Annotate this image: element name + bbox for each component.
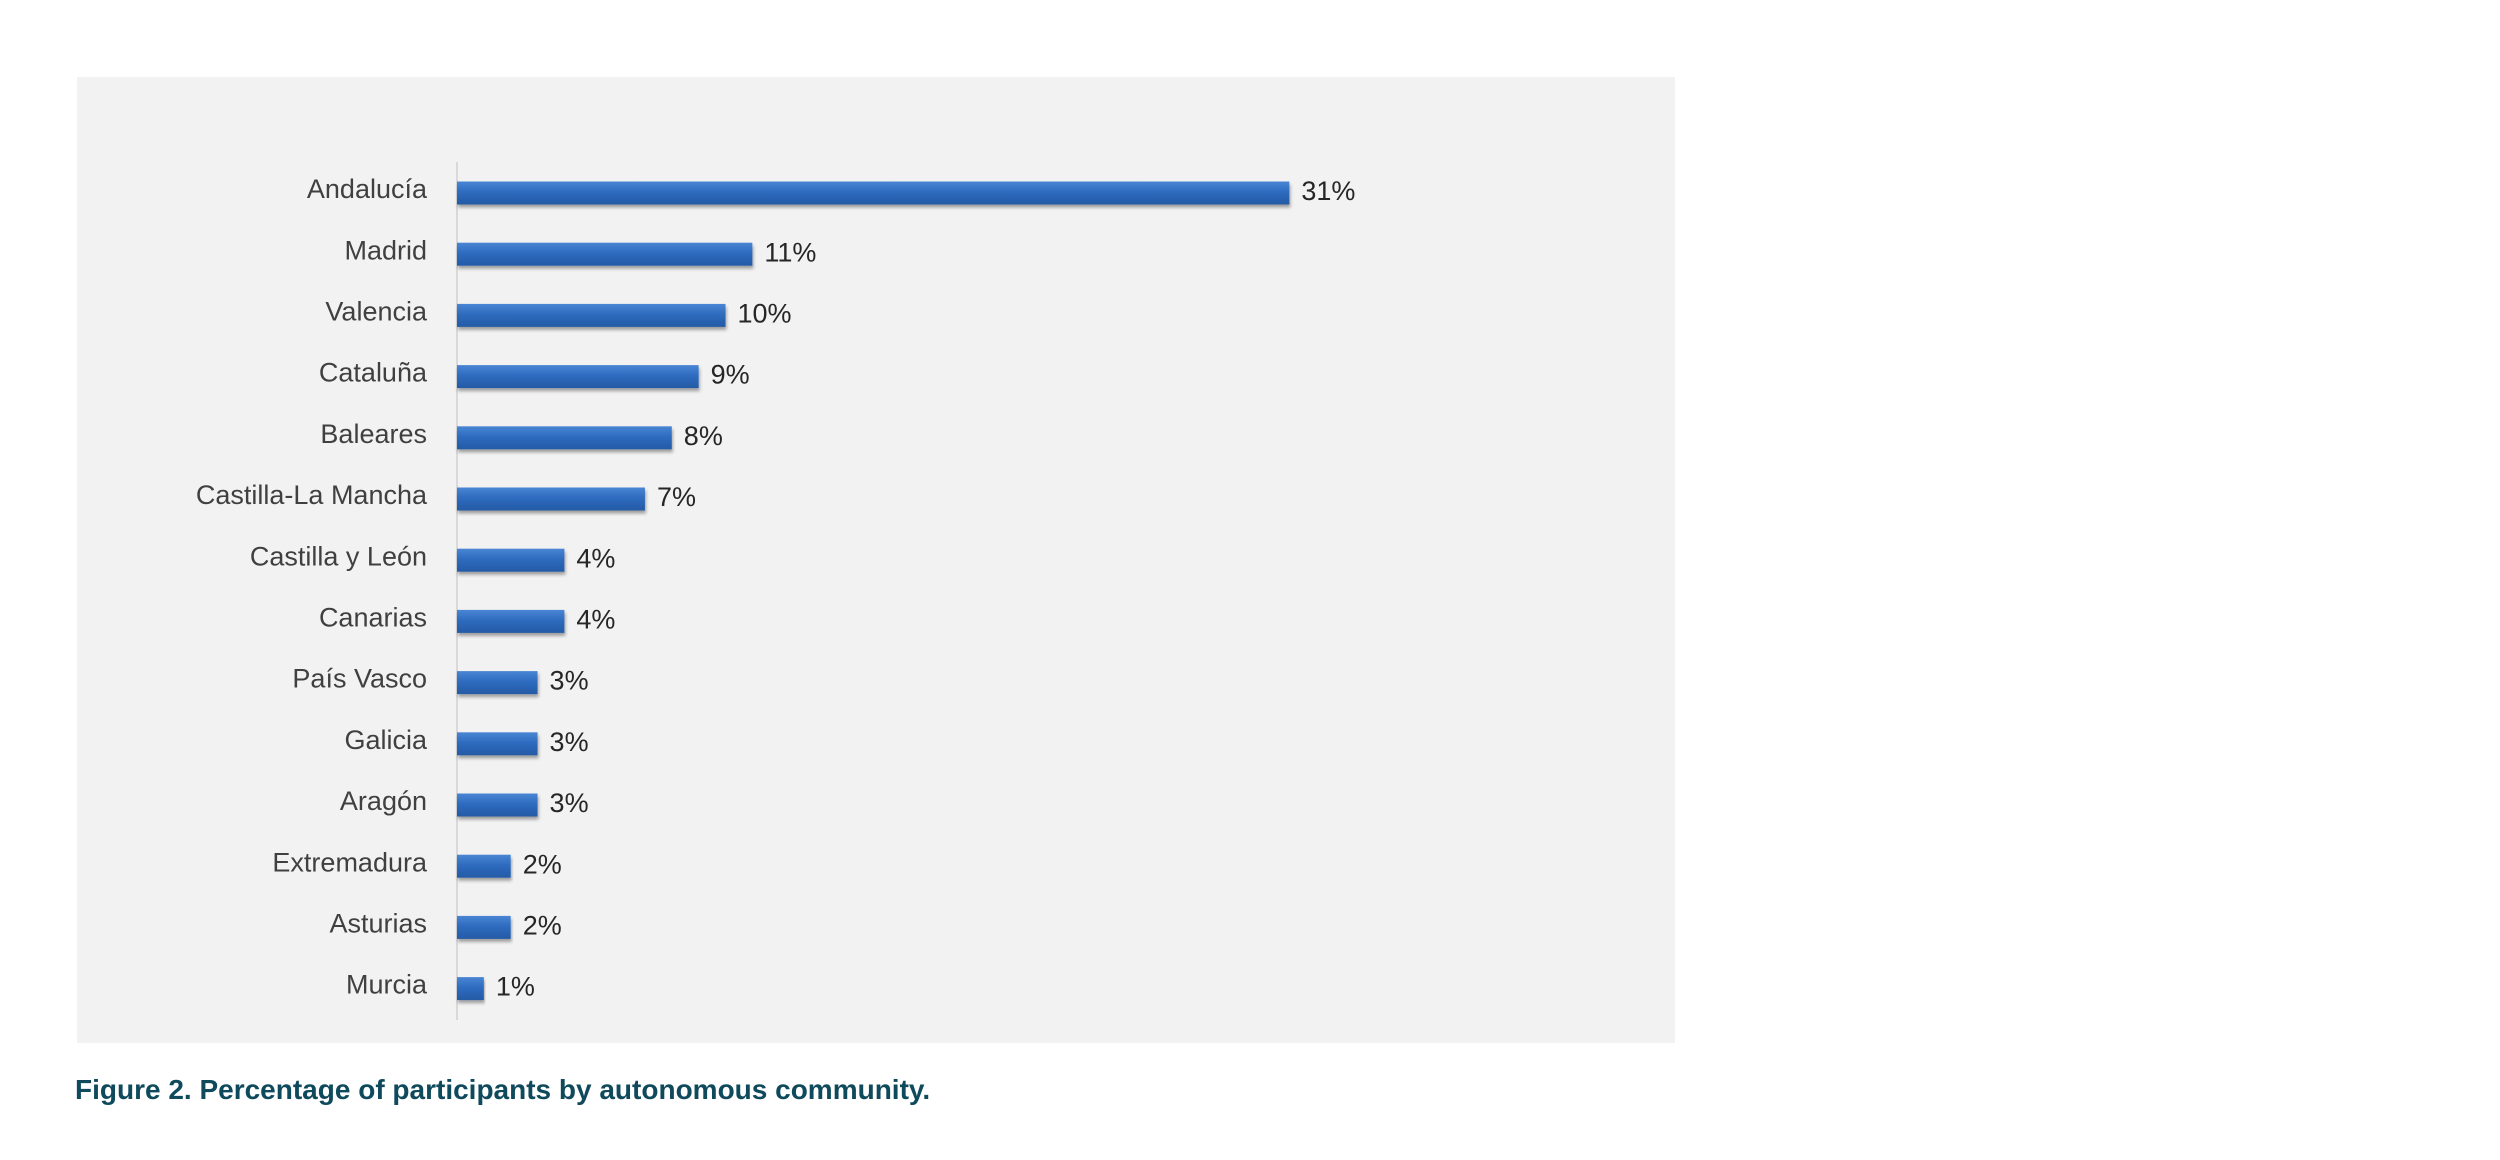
chart-panel: Andalucía Madrid Valencia Cataluña Baleares C… [77,77,1675,1043]
bar [457,242,753,266]
bar [457,181,1290,205]
data-label: 2% [523,849,562,879]
category-label: Madrid [344,235,427,265]
category-labels: Andalucía Madrid Valencia Cataluña Baleares C… [196,174,428,1000]
data-label: 1% [496,972,535,1002]
category-label: Murcia [346,970,428,1000]
data-label: 7% [657,482,696,512]
bars-group [457,181,1290,1001]
bar [457,365,699,389]
bar [457,793,538,817]
category-label: Extremadura [272,847,428,877]
figure-caption: Figure 2. Percentage of participants by … [75,1074,931,1105]
category-label: Valencia [325,297,428,327]
bar [457,609,565,633]
bar [457,426,672,450]
data-label: 3% [550,788,589,818]
category-label: Castilla-La Mancha [196,480,428,510]
category-label: Andalucía [307,174,428,204]
category-label: Canarias [319,603,427,633]
data-label: 4% [576,605,615,635]
data-label: 11% [764,237,816,267]
data-label: 8% [684,421,723,451]
bar [457,303,726,327]
bar [457,671,538,695]
data-label: 9% [711,360,750,390]
bar [457,915,511,939]
bar [457,487,645,511]
bar [457,854,511,878]
category-label: Cataluña [319,358,428,388]
category-label: Aragón [340,786,427,816]
category-label: Asturias [329,909,427,939]
category-label: Baleares [320,419,427,449]
data-label: 10% [738,299,792,329]
data-label: 2% [523,911,562,941]
data-label: 4% [576,543,615,573]
category-label: Castilla y León [250,541,427,571]
data-label: 3% [550,666,589,696]
bar [457,732,538,756]
bar [457,548,565,572]
category-label: País Vasco [292,664,427,694]
data-labels: 31% 11% 10% 9% 8% 7% 4% 4% 3% 3% 3% 2% 2% 1% [496,176,1356,1002]
data-label: 3% [550,727,589,757]
bar [457,977,484,1001]
bar-chart: Andalucía Madrid Valencia Cataluña Baleares C… [196,162,1356,1020]
category-label: Galicia [344,725,428,755]
data-label: 31% [1301,176,1355,206]
